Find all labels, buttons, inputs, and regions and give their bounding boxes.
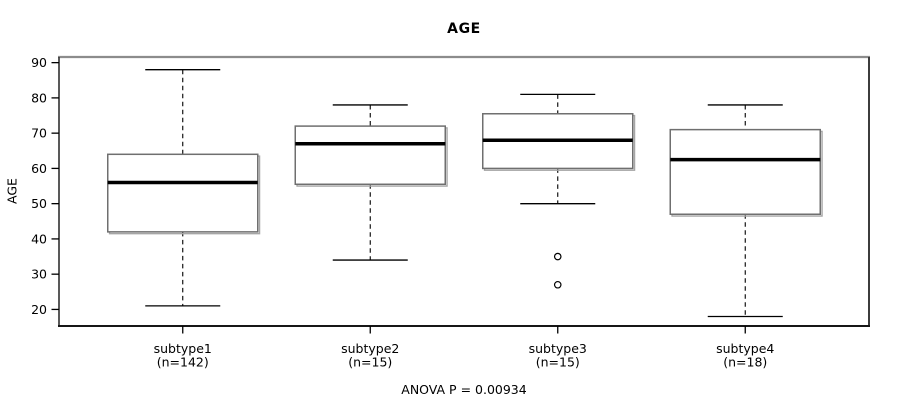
- x-tick-label: subtype1: [154, 341, 212, 356]
- x-tick-sublabel: (n=18): [723, 355, 767, 370]
- x-tick-sublabel: (n=15): [348, 355, 392, 370]
- anova-p-annotation: ANOVA P = 0.00934: [401, 382, 527, 397]
- chart-title: AGE: [447, 21, 481, 37]
- outlier-point: [553, 252, 562, 261]
- y-tick-label: 80: [31, 90, 47, 105]
- y-tick-label: 30: [31, 267, 47, 282]
- y-tick-label: 40: [31, 231, 47, 246]
- outlier-point: [553, 280, 562, 289]
- x-tick-label: subtype3: [529, 341, 587, 356]
- x-tick-sublabel: (n=15): [536, 355, 580, 370]
- y-tick-label: 70: [31, 126, 47, 141]
- x-tick-label: subtype4: [716, 341, 774, 356]
- y-tick-label: 60: [31, 161, 47, 176]
- iqr-box: [107, 153, 259, 233]
- y-tick-label: 50: [31, 196, 47, 211]
- x-tick-label: subtype2: [341, 341, 399, 356]
- y-tick-label: 20: [31, 302, 47, 317]
- iqr-box: [669, 128, 821, 215]
- iqr-box: [294, 125, 446, 186]
- y-tick-label: 90: [31, 55, 47, 70]
- x-tick-sublabel: (n=142): [157, 355, 209, 370]
